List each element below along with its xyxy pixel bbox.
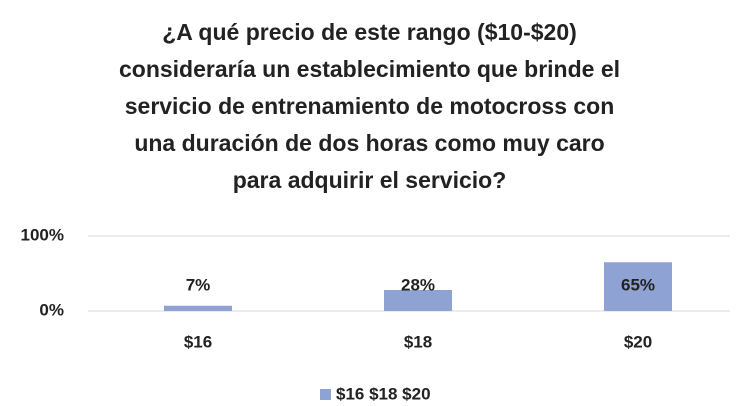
y-tick-label: 0% [39, 300, 64, 319]
data-label: 28% [401, 275, 435, 294]
y-tick-label: 100% [21, 225, 64, 244]
legend-label: $16 $18 $20 [336, 384, 431, 403]
x-tick-label: $16 [184, 332, 212, 351]
bar [384, 290, 452, 311]
x-tick-label: $20 [624, 332, 652, 351]
legend-swatch [320, 389, 331, 400]
bar [164, 305, 232, 311]
x-tick-label: $18 [404, 332, 432, 351]
bar [604, 262, 672, 311]
chart-title: ¿A qué precio de este rango ($10-$20) co… [118, 19, 621, 193]
data-label: 65% [621, 275, 655, 294]
data-label: 7% [186, 275, 211, 294]
